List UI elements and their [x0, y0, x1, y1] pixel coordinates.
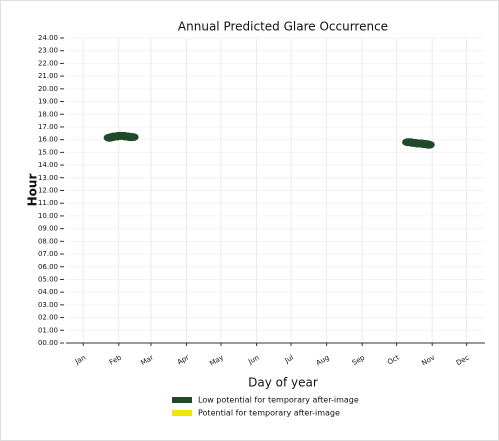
chart-title: Annual Predicted Glare Occurrence	[178, 20, 388, 34]
y-tick-label: 05.00	[38, 275, 58, 283]
y-tick-label: 14.00	[38, 161, 58, 169]
glare-point	[126, 133, 139, 142]
y-axis-label: Hour	[26, 174, 40, 207]
y-tick-label: 22.00	[38, 59, 58, 67]
y-tick-label: 07.00	[38, 250, 58, 258]
glare-point	[422, 140, 435, 149]
x-tick-label: Jul	[283, 354, 295, 366]
x-axis-label: Day of year	[248, 376, 318, 390]
y-tick-label: 03.00	[38, 301, 58, 309]
y-tick-label: 10.00	[38, 212, 58, 220]
legend-label: Low potential for temporary after-image	[198, 396, 359, 405]
legend-swatch	[172, 410, 192, 416]
y-tick-label: 04.00	[38, 288, 58, 296]
y-tick-label: 15.00	[38, 148, 58, 156]
y-tick-label: 06.00	[38, 263, 58, 271]
y-tick-label: 08.00	[38, 237, 58, 245]
y-tick-label: 19.00	[38, 98, 58, 106]
y-tick-label: 24.00	[38, 34, 58, 42]
legend-swatch	[172, 397, 192, 403]
y-tick-label: 02.00	[38, 314, 58, 322]
y-tick-label: 21.00	[38, 72, 58, 80]
y-tick-label: 09.00	[38, 225, 58, 233]
y-tick-label: 00.00	[38, 339, 58, 347]
y-tick-label: 16.00	[38, 136, 58, 144]
y-tick-label: 17.00	[38, 123, 58, 131]
y-tick-label: 23.00	[38, 47, 58, 55]
y-tick-label: 13.00	[38, 174, 58, 182]
y-tick-label: 11.00	[38, 199, 58, 207]
y-tick-label: 18.00	[38, 110, 58, 118]
y-tick-label: 20.00	[38, 85, 58, 93]
legend-label: Potential for temporary after-image	[198, 409, 340, 418]
y-tick-label: 01.00	[38, 326, 58, 334]
y-tick-label: 12.00	[38, 187, 58, 195]
